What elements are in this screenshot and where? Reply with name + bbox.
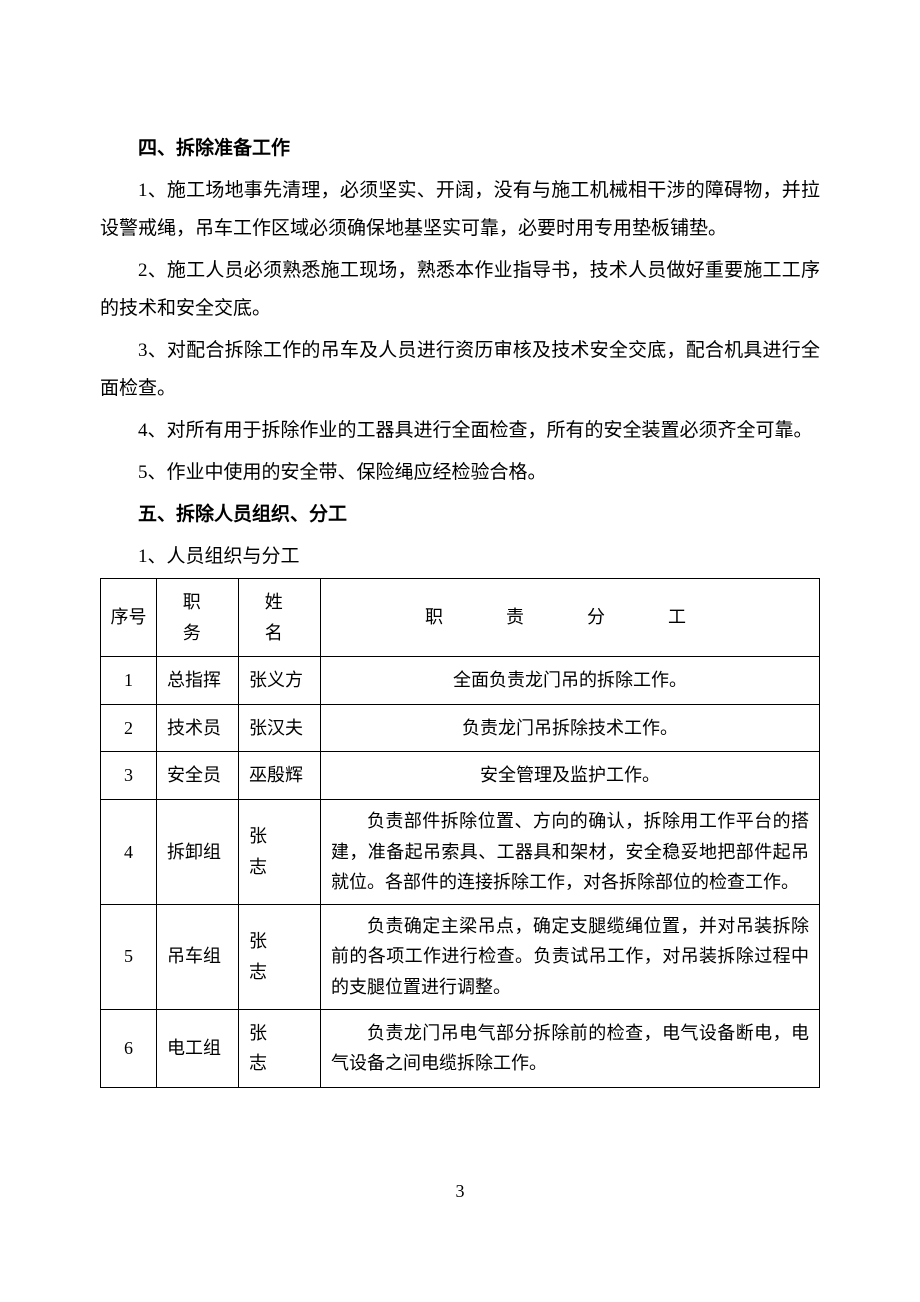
- cell-seq: 2: [101, 704, 157, 752]
- cell-seq: 3: [101, 752, 157, 800]
- cell-duty: 全面负责龙门吊的拆除工作。: [321, 657, 820, 705]
- document-content: 四、拆除准备工作 1、施工场地事先清理，必须坚实、开阔，没有与施工机械相干涉的障…: [100, 130, 820, 1088]
- cell-name: 张志: [239, 1009, 321, 1087]
- cell-role: 安全员: [157, 752, 239, 800]
- cell-role: 技术员: [157, 704, 239, 752]
- section4-item-1: 1、施工场地事先清理，必须坚实、开阔，没有与施工机械相干涉的障碍物，并拉设警戒绳…: [100, 172, 820, 248]
- section4-item-3: 3、对配合拆除工作的吊车及人员进行资历审核及技术安全交底，配合机具进行全面检查。: [100, 332, 820, 408]
- header-role: 职务: [157, 579, 239, 657]
- table-row: 3 安全员 巫殷辉 安全管理及监护工作。: [101, 752, 820, 800]
- cell-role: 电工组: [157, 1009, 239, 1087]
- section5-heading: 五、拆除人员组织、分工: [100, 496, 820, 534]
- table-row: 1 总指挥 张义方 全面负责龙门吊的拆除工作。: [101, 657, 820, 705]
- header-duty: 职责分工: [321, 579, 820, 657]
- cell-name: 张志: [239, 904, 321, 1009]
- section5-intro: 1、人员组织与分工: [100, 538, 820, 576]
- table-body: 1 总指挥 张义方 全面负责龙门吊的拆除工作。 2 技术员 张汉夫 负责龙门吊拆…: [101, 657, 820, 1088]
- personnel-table: 序号 职务 姓名 职责分工 1 总指挥 张义方 全面负责龙门吊的拆除工作。 2 …: [100, 578, 820, 1088]
- cell-duty: 负责部件拆除位置、方向的确认，拆除用工作平台的搭建，准备起吊索具、工器具和架材，…: [321, 799, 820, 904]
- cell-name: 张志: [239, 799, 321, 904]
- cell-role: 吊车组: [157, 904, 239, 1009]
- cell-seq: 6: [101, 1009, 157, 1087]
- cell-role: 拆卸组: [157, 799, 239, 904]
- cell-duty: 负责龙门吊电气部分拆除前的检查，电气设备断电，电气设备之间电缆拆除工作。: [321, 1009, 820, 1087]
- cell-seq: 5: [101, 904, 157, 1009]
- table-header-row: 序号 职务 姓名 职责分工: [101, 579, 820, 657]
- section4-item-2: 2、施工人员必须熟悉施工现场，熟悉本作业指导书，技术人员做好重要施工工序的技术和…: [100, 252, 820, 328]
- cell-name: 张义方: [239, 657, 321, 705]
- table-row: 4 拆卸组 张志 负责部件拆除位置、方向的确认，拆除用工作平台的搭建，准备起吊索…: [101, 799, 820, 904]
- cell-duty: 安全管理及监护工作。: [321, 752, 820, 800]
- table-row: 2 技术员 张汉夫 负责龙门吊拆除技术工作。: [101, 704, 820, 752]
- cell-seq: 4: [101, 799, 157, 904]
- table-row: 5 吊车组 张志 负责确定主梁吊点，确定支腿缆绳位置，并对吊装拆除前的各项工作进…: [101, 904, 820, 1009]
- page-number: 3: [0, 1181, 920, 1202]
- section4-item-5: 5、作业中使用的安全带、保险绳应经检验合格。: [100, 454, 820, 492]
- cell-duty: 负责龙门吊拆除技术工作。: [321, 704, 820, 752]
- header-seq: 序号: [101, 579, 157, 657]
- cell-name: 巫殷辉: [239, 752, 321, 800]
- cell-seq: 1: [101, 657, 157, 705]
- cell-duty: 负责确定主梁吊点，确定支腿缆绳位置，并对吊装拆除前的各项工作进行检查。负责试吊工…: [321, 904, 820, 1009]
- cell-role: 总指挥: [157, 657, 239, 705]
- header-name: 姓名: [239, 579, 321, 657]
- table-row: 6 电工组 张志 负责龙门吊电气部分拆除前的检查，电气设备断电，电气设备之间电缆…: [101, 1009, 820, 1087]
- section4-heading: 四、拆除准备工作: [100, 130, 820, 168]
- section4-item-4: 4、对所有用于拆除作业的工器具进行全面检查，所有的安全装置必须齐全可靠。: [100, 412, 820, 450]
- cell-name: 张汉夫: [239, 704, 321, 752]
